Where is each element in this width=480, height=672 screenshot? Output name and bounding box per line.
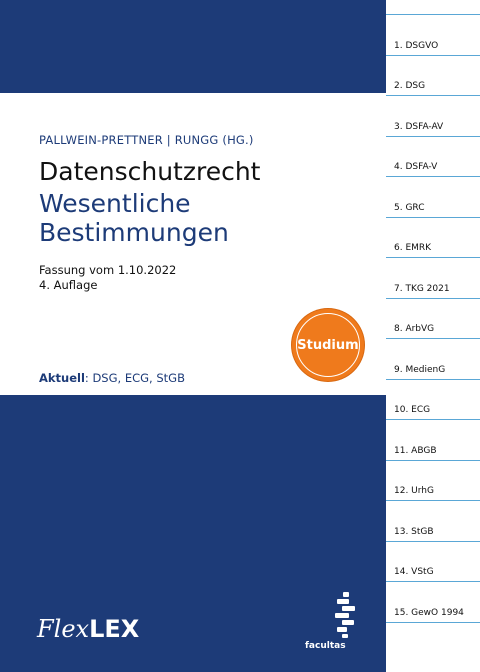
publisher-name: facultas — [305, 641, 346, 651]
aktuell-label: Aktuell — [39, 371, 85, 385]
brand-lex: LEX — [89, 615, 140, 643]
tab-line — [386, 297, 480, 299]
register-tab-label: 9. MedienG — [394, 364, 446, 375]
register-tab-label: 4. DSFA-V — [394, 162, 438, 172]
editors: PALLWEIN-PRETTNER | RUNGG (HG.) — [39, 133, 254, 147]
register-tab-label: 13. StGB — [394, 526, 434, 537]
studium-badge: Studium — [292, 309, 364, 381]
tab-line — [386, 419, 480, 420]
aktuell-note: Aktuell: DSG, ECG, StGB — [39, 371, 185, 385]
title-main: Datenschutzrecht — [39, 157, 261, 186]
tab-line — [386, 14, 480, 15]
tab-line — [386, 54, 480, 56]
brand-flex: Flex — [37, 615, 90, 643]
register-tab-label: 8. ArbVG — [394, 324, 435, 334]
aktuell-text: : DSG, ECG, StGB — [84, 371, 185, 385]
flexlex-logo: FlexLEX — [37, 615, 139, 643]
edition-date: Fassung vom 1.10.2022 — [39, 263, 177, 277]
tab-line — [386, 500, 480, 501]
edition-info: Fassung vom 1.10.2022 4. Auflage — [39, 263, 176, 293]
tab-line — [386, 581, 480, 582]
tab-line — [386, 378, 480, 380]
register-tab-label: 10. ECG — [394, 405, 431, 415]
subtitle-line1: Wesentliche — [39, 189, 191, 218]
tab-line — [386, 338, 480, 339]
register-tab-label: 2. DSG — [394, 81, 426, 91]
book-cover: PALLWEIN-PRETTNER | RUNGG (HG.) Datensch… — [0, 0, 386, 672]
register-tabs: 1. DSGVO 2. DSG 3. DSFA-AV 4. DSFA-V 5. GRC 6… — [386, 0, 480, 672]
tab-line — [386, 540, 480, 542]
register-tab-label: 5. GRC — [394, 202, 425, 213]
tab-line — [386, 135, 480, 137]
badge-ring — [296, 313, 360, 377]
register-tab-label: 1. DSGVO — [394, 40, 439, 51]
facultas-logo-icon — [335, 592, 355, 638]
register-tab-label: 14. VStG — [394, 567, 434, 577]
tab-line — [386, 95, 480, 96]
tab-line — [386, 176, 480, 177]
badge-label: Studium — [297, 337, 359, 353]
register-tab-label: 11. ABGB — [394, 445, 437, 456]
edition-number: 4. Auflage — [39, 278, 98, 292]
tab-line — [386, 216, 480, 218]
tab-line — [386, 257, 480, 258]
tab-line — [386, 621, 480, 623]
register-tab-label: 7. TKG 2021 — [394, 283, 450, 294]
tab-line — [386, 459, 480, 461]
subtitle: Wesentliche Bestimmungen — [39, 189, 229, 247]
register-tab-label: 12. UrhG — [394, 486, 434, 496]
subtitle-line2: Bestimmungen — [39, 218, 229, 247]
register-tab-label: 15. GewO 1994 — [394, 607, 464, 618]
register-tab-label: 3. DSFA-AV — [394, 121, 444, 132]
register-tab-label: 6. EMRK — [394, 243, 432, 253]
